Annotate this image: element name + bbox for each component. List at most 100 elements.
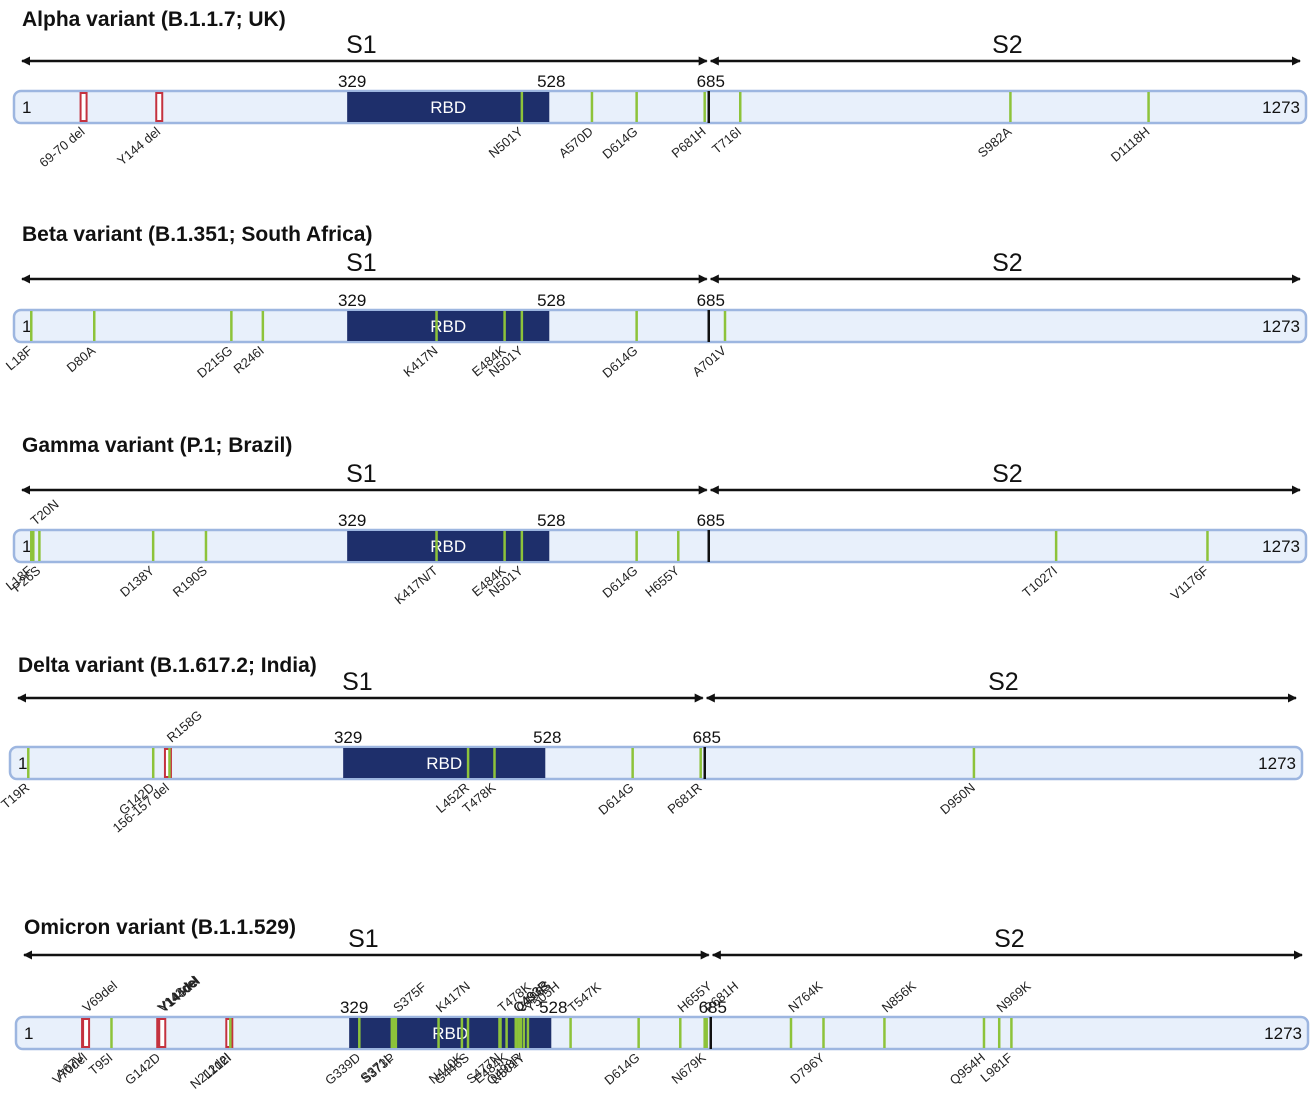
mutation-label: G142D bbox=[122, 1050, 163, 1088]
rbd-start-position: 329 bbox=[338, 72, 366, 91]
s1-label: S1 bbox=[348, 925, 379, 953]
mutation-label: R246I bbox=[231, 343, 267, 377]
variant-title: Delta variant (B.1.617.2; India) bbox=[18, 654, 317, 677]
deletion-marker bbox=[158, 1018, 167, 1048]
deletion-marker bbox=[79, 92, 88, 122]
cleavage-position: 685 bbox=[697, 291, 725, 310]
mutation-label: R158G bbox=[164, 707, 205, 745]
rbd-start-position: 329 bbox=[338, 291, 366, 310]
mutation-label: D80A bbox=[64, 343, 99, 376]
mutation-label: A701V bbox=[689, 343, 729, 380]
s1-label: S1 bbox=[346, 31, 377, 59]
mutation-label: T95I bbox=[86, 1050, 116, 1078]
s1-label: S1 bbox=[346, 460, 377, 488]
start-position: 1 bbox=[24, 1024, 33, 1043]
mutation-label: S375F bbox=[390, 979, 429, 1015]
mutation-label: N764K bbox=[785, 978, 825, 1015]
end-position: 1273 bbox=[1262, 317, 1300, 336]
mutation-label: R190S bbox=[170, 563, 210, 600]
mutation-label: T19R bbox=[0, 780, 32, 812]
start-position: 1 bbox=[18, 754, 27, 773]
mutation-label: V1176F bbox=[1168, 563, 1212, 603]
mutation-label: A570D bbox=[556, 124, 596, 161]
variant-panel: Gamma variant (P.1; Brazil) S1 S2 RBD 1 1273 3… bbox=[3, 434, 1308, 608]
rbd-domain bbox=[347, 92, 550, 122]
mutation-label: K417N/T bbox=[392, 563, 441, 608]
mutation-label: D614G bbox=[599, 563, 640, 601]
mutation-label: L981F bbox=[977, 1050, 1015, 1085]
mutation-label: D614G bbox=[601, 1050, 642, 1088]
mutation-label: N679K bbox=[668, 1050, 708, 1087]
mutation-label: D215G bbox=[194, 343, 235, 381]
mutation-label: L18F bbox=[3, 343, 35, 374]
protein-bar bbox=[14, 1015, 1310, 1051]
mutation-label: K417N bbox=[433, 978, 473, 1015]
mutation-label: D796Y bbox=[787, 1050, 827, 1087]
variant-panel: Beta variant (B.1.351; South Africa) S1 S2… bbox=[3, 223, 1308, 381]
rbd-domain bbox=[347, 311, 550, 341]
s2-label: S2 bbox=[992, 460, 1023, 488]
mutation-label: P681R bbox=[665, 780, 705, 817]
mutation-label: S982A bbox=[975, 124, 1015, 161]
mutation-label: 69-70 del bbox=[36, 124, 87, 170]
deletion-marker bbox=[155, 92, 164, 122]
start-position: 1 bbox=[22, 537, 31, 556]
protein-bar bbox=[12, 528, 1308, 564]
rbd-start-position: 329 bbox=[334, 728, 362, 747]
mutation-label: D138Y bbox=[117, 563, 157, 600]
rbd-end-position: 528 bbox=[537, 511, 565, 530]
cleavage-position: 685 bbox=[697, 72, 725, 91]
end-position: 1273 bbox=[1262, 98, 1300, 117]
protein-bar bbox=[12, 308, 1308, 344]
protein-bar bbox=[8, 745, 1304, 781]
deletion-marker bbox=[163, 748, 172, 778]
mutation-label: Y145del bbox=[157, 973, 203, 1015]
rbd-end-position: 528 bbox=[533, 728, 561, 747]
mutation-label: D1118H bbox=[1108, 124, 1153, 165]
rbd-end-position: 528 bbox=[537, 291, 565, 310]
mutation-label: T547K bbox=[565, 979, 604, 1015]
cleavage-position: 685 bbox=[697, 511, 725, 530]
rbd-domain bbox=[343, 748, 546, 778]
variant-panel: Delta variant (B.1.617.2; India) S1 S2 RBD 1… bbox=[0, 654, 1304, 835]
s1-label: S1 bbox=[346, 249, 377, 277]
s2-label: S2 bbox=[994, 925, 1025, 953]
cleavage-position: 685 bbox=[699, 998, 727, 1017]
s2-label: S2 bbox=[992, 249, 1023, 277]
rbd-start-position: 329 bbox=[340, 998, 368, 1017]
mutation-label: D614G bbox=[599, 343, 640, 381]
rbd-label: RBD bbox=[426, 754, 462, 773]
mutation-label: D614G bbox=[595, 780, 636, 818]
s1-label: S1 bbox=[342, 668, 373, 696]
mutation-label: N856K bbox=[879, 978, 919, 1015]
mutation-label: N501Y bbox=[486, 124, 526, 161]
variant-panel: Omicron variant (B.1.1.529) S1 S2 RBD 1 1273 3… bbox=[14, 916, 1310, 1092]
protein-bar bbox=[12, 89, 1308, 125]
rbd-label: RBD bbox=[430, 98, 466, 117]
mutation-label: V69del bbox=[79, 978, 120, 1016]
start-position: 1 bbox=[22, 98, 31, 117]
mutation-label: D614G bbox=[599, 124, 640, 162]
s2-label: S2 bbox=[988, 668, 1019, 696]
rbd-start-position: 329 bbox=[338, 511, 366, 530]
mutation-label: G339D bbox=[322, 1050, 363, 1088]
rbd-label: RBD bbox=[430, 537, 466, 556]
variant-title: Alpha variant (B.1.1.7; UK) bbox=[22, 8, 286, 31]
mutation-label: K417N bbox=[400, 343, 440, 380]
rbd-end-position: 528 bbox=[537, 72, 565, 91]
rbd-domain bbox=[347, 531, 550, 561]
mutation-label: D950N bbox=[937, 780, 978, 818]
mutation-label: P681H bbox=[669, 124, 709, 161]
end-position: 1273 bbox=[1262, 537, 1300, 556]
rbd-end-position: 528 bbox=[539, 998, 567, 1017]
mutation-label: N969K bbox=[994, 978, 1034, 1015]
cleavage-position: 685 bbox=[693, 728, 721, 747]
variant-title: Beta variant (B.1.351; South Africa) bbox=[22, 223, 372, 246]
rbd-label: RBD bbox=[432, 1024, 468, 1043]
deletion-marker bbox=[82, 1018, 91, 1048]
rbd-label: RBD bbox=[430, 317, 466, 336]
end-position: 1273 bbox=[1258, 754, 1296, 773]
mutation-label: T1027I bbox=[1019, 563, 1060, 601]
s2-label: S2 bbox=[992, 31, 1023, 59]
